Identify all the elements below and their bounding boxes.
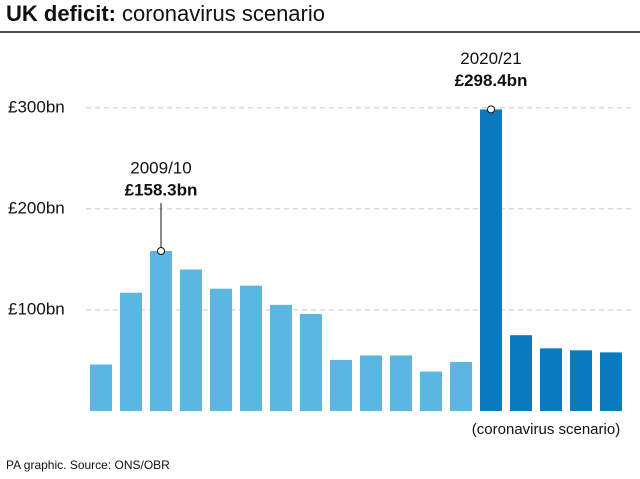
value-label: £298.4bn xyxy=(455,71,528,90)
bar xyxy=(390,355,412,411)
bar xyxy=(420,371,442,411)
bar xyxy=(240,285,262,411)
bar xyxy=(450,361,472,411)
annotation: (coronavirus scenario) xyxy=(472,421,620,438)
value-label: £158.3bn xyxy=(125,180,198,199)
bar xyxy=(300,313,322,411)
source: PA graphic. Source: ONS/OBR xyxy=(6,458,170,472)
bar xyxy=(540,348,562,411)
y-tick-label: £300bn xyxy=(8,97,65,116)
bar xyxy=(150,251,172,411)
marker-dot xyxy=(157,247,165,256)
chart-subtitle: coronavirus scenario xyxy=(122,1,325,26)
bar xyxy=(120,292,142,411)
marker-dot xyxy=(487,105,495,114)
bar xyxy=(330,359,352,411)
bar xyxy=(480,109,502,412)
category-label: 2009/10 xyxy=(130,158,191,177)
bar xyxy=(90,364,112,411)
bar xyxy=(570,350,592,411)
chart-title: UK deficit: xyxy=(6,1,116,26)
bar xyxy=(600,352,622,411)
y-tick-label: £200bn xyxy=(8,198,65,217)
bar xyxy=(180,269,202,411)
bar xyxy=(210,288,232,411)
chart-title-line: UK deficit: coronavirus scenario xyxy=(6,1,325,26)
bar xyxy=(510,335,532,411)
category-label: 2020/21 xyxy=(460,49,521,68)
bar xyxy=(270,304,292,411)
bar xyxy=(360,355,382,411)
y-tick-label: £100bn xyxy=(8,299,65,318)
